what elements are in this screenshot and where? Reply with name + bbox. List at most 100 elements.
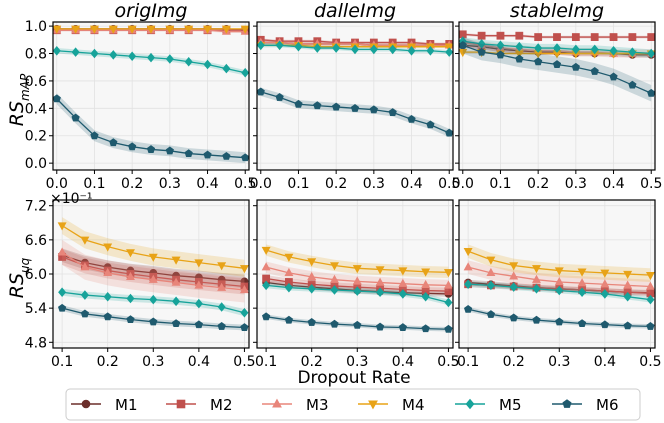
data-point [307, 318, 316, 326]
data-point [609, 45, 618, 56]
legend-marker [176, 399, 186, 409]
data-point [52, 45, 61, 56]
x-tick-label: 0.0 [452, 176, 474, 192]
legend-label: M6 [596, 396, 619, 414]
data-point [71, 25, 81, 34]
data-point [148, 253, 158, 262]
data-point [275, 93, 284, 101]
data-point [57, 247, 67, 256]
data-point [552, 60, 562, 68]
data-point [275, 40, 284, 51]
data-point [534, 43, 543, 53]
legend-entry-m3: M3 [262, 396, 329, 414]
data-point [256, 87, 265, 96]
panel-title: dalleImg [314, 0, 396, 22]
data-point [184, 25, 194, 34]
data-point [240, 25, 250, 34]
row2-ylabel-main: RS [6, 273, 28, 298]
data-point [203, 150, 212, 159]
data-point [496, 31, 505, 40]
data-point [222, 63, 231, 74]
data-point [239, 265, 249, 274]
data-point [509, 271, 519, 280]
data-point [426, 120, 435, 129]
x-tick-label: 0.4 [392, 354, 414, 370]
data-point [262, 280, 271, 291]
legend-label: M3 [306, 396, 329, 414]
legend-label: M2 [210, 396, 233, 414]
data-point [623, 270, 633, 279]
data-point [600, 289, 609, 299]
data-point [421, 324, 430, 333]
y-tick-label: 1.0 [25, 19, 47, 35]
panel-title: origImg [115, 0, 188, 22]
data-point [609, 72, 618, 81]
data-point [496, 40, 505, 51]
data-point [194, 259, 204, 268]
x-tick-label: 0.2 [121, 176, 143, 192]
data-point [184, 56, 193, 67]
data-point [147, 52, 155, 63]
panel-frame [52, 199, 250, 349]
data-point [103, 267, 113, 277]
data-point [515, 31, 524, 40]
data-point [240, 307, 249, 318]
data-point [126, 271, 135, 281]
data-point [463, 304, 473, 313]
data-point [146, 145, 156, 153]
confidence-band [56, 48, 246, 76]
data-point [149, 294, 158, 305]
data-point [477, 31, 486, 40]
data-point [444, 297, 453, 308]
data-point [71, 47, 80, 57]
data-point [388, 44, 397, 55]
data-point [313, 101, 322, 110]
legend-marker [81, 399, 91, 409]
data-point [241, 67, 250, 78]
data-point [294, 41, 303, 52]
x-tick-label: 0.2 [325, 176, 347, 192]
x-tick-label: 0.5 [233, 354, 255, 370]
x-tick-label: 0.3 [142, 354, 164, 370]
data-point [217, 262, 227, 271]
x-tick-label: 0.2 [527, 176, 549, 192]
data-point [149, 317, 158, 326]
data-point [369, 105, 378, 114]
data-point [577, 319, 587, 328]
y-tick-label: 5.4 [25, 301, 47, 317]
data-point [103, 312, 112, 321]
y-tick-label: 6.6 [25, 233, 47, 249]
data-point [103, 243, 113, 252]
data-point [171, 319, 181, 328]
data-point [330, 319, 339, 328]
data-point [284, 253, 294, 262]
series-m6 [463, 304, 655, 330]
legend-entry-m6: M6 [552, 396, 619, 414]
data-point [553, 43, 561, 53]
data-point [646, 322, 655, 330]
data-point [486, 256, 496, 265]
series-m3 [463, 260, 655, 294]
x-tick-label: 0.1 [489, 176, 511, 192]
legend-marker [368, 400, 378, 410]
series-m5 [256, 40, 454, 57]
data-point [609, 33, 618, 41]
data-point [443, 269, 453, 278]
data-point [57, 222, 67, 231]
data-point [515, 54, 524, 63]
svg-text:RSuq: RSuq [6, 257, 32, 298]
legend-marker [272, 398, 282, 408]
data-point [369, 44, 378, 55]
panel-frame [256, 199, 454, 349]
data-point [555, 285, 564, 296]
panel-title: stableImg [510, 0, 604, 22]
data-point [352, 276, 362, 285]
x-tick-label: 0.0 [46, 176, 68, 192]
data-point [623, 321, 632, 330]
data-point [352, 265, 362, 274]
data-point [444, 324, 453, 333]
series-m6 [261, 312, 453, 333]
data-point [628, 47, 637, 57]
data-point [184, 149, 193, 158]
